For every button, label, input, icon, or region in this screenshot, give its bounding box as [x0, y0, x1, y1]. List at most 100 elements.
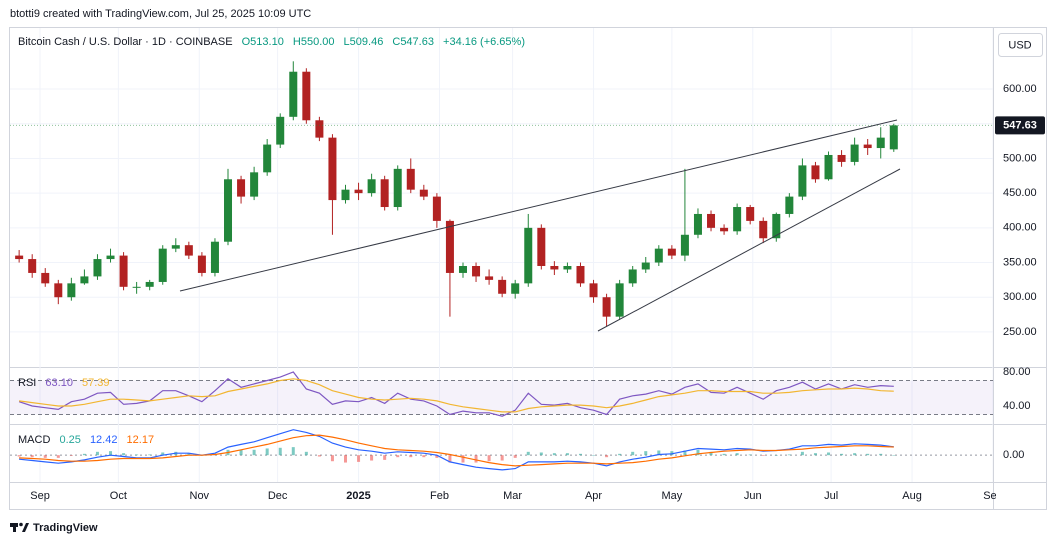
ohlc-label: C547.63: [392, 36, 434, 48]
histogram-bar: [148, 454, 152, 456]
histogram-bar: [722, 453, 726, 456]
histogram-bar: [291, 447, 295, 456]
histogram-bar: [787, 454, 791, 456]
candle-body: [419, 189, 428, 197]
histogram-bar: [278, 447, 282, 456]
currency[interactable]: USD: [1008, 39, 1031, 51]
candle-body: [550, 266, 559, 270]
time-axis: Sep Oct Nov Dec 2025 Feb Mar Apr May Jun Jul Aug Sep: [30, 490, 996, 502]
change-label: +34.16 (+6.65%): [443, 36, 525, 48]
candle-body: [850, 144, 859, 162]
histogram-bar: [539, 452, 543, 456]
candle-body: [132, 286, 141, 288]
candle-body: [119, 255, 128, 287]
candle-body: [145, 281, 154, 287]
logo-mark: [19, 522, 23, 527]
candle-body: [602, 297, 611, 317]
indicator-title: RSI: [18, 377, 36, 389]
candle-body: [863, 144, 872, 149]
histogram-bar: [800, 451, 804, 456]
histogram-bar: [774, 455, 778, 456]
logo-mark: [22, 523, 29, 532]
histogram-bar: [304, 451, 308, 456]
candle-body: [746, 207, 755, 221]
histogram-bar: [474, 455, 478, 463]
histogram-bar: [840, 453, 844, 456]
candle-body: [615, 283, 624, 317]
candle-body: [315, 120, 324, 138]
x-tick-label: Dec: [268, 490, 288, 502]
indicator-value: 57.39: [82, 377, 110, 389]
histogram-bar: [813, 453, 817, 456]
indicator-line: [19, 429, 894, 471]
candle-body: [707, 213, 716, 228]
histogram-bar: [879, 453, 883, 456]
candle-body: [197, 255, 206, 273]
candle-body: [276, 116, 285, 145]
histogram-bar: [605, 455, 609, 458]
candle-body: [811, 165, 820, 180]
histogram-bar: [448, 455, 452, 463]
candle-body: [106, 255, 115, 260]
y-tick-label: 0.00: [1003, 449, 1024, 461]
histogram-bar: [592, 455, 596, 456]
candle-body: [367, 179, 376, 194]
histogram-bar: [252, 449, 256, 456]
x-tick-label: Jul: [824, 490, 838, 502]
candle-body: [641, 262, 650, 270]
histogram-bar: [552, 453, 556, 456]
histogram-bar: [827, 452, 831, 456]
candle-body: [667, 248, 676, 256]
histogram-bar: [657, 450, 661, 456]
histogram-bar: [187, 453, 191, 456]
x-tick-label: Apr: [585, 490, 602, 502]
currency-button[interactable]: [998, 33, 1043, 57]
histogram-bar: [853, 453, 857, 456]
plot: [10, 61, 993, 471]
candle-body: [485, 276, 494, 280]
histogram-bar: [56, 455, 60, 458]
histogram-bar: [122, 453, 126, 456]
candle-body: [263, 144, 272, 173]
y-tick-label: 40.00: [1003, 400, 1031, 412]
candle-body: [537, 227, 546, 266]
x-tick-label: Feb: [430, 490, 449, 502]
x-tick-label: Sep: [30, 490, 50, 502]
histogram-bar: [565, 453, 569, 456]
histogram-bar: [670, 451, 674, 456]
candle-body: [785, 196, 794, 214]
candle-body: [80, 276, 89, 284]
trend-line: [179, 119, 898, 292]
histogram-bar: [644, 451, 648, 456]
candle-body: [41, 272, 50, 284]
frame: [9, 27, 1047, 510]
histogram-bar: [409, 455, 413, 458]
histogram-bar: [30, 455, 34, 458]
ohlc-label: H550.00: [293, 36, 335, 48]
y-tick-label: 600.00: [1003, 83, 1037, 95]
histogram-bar: [330, 455, 334, 462]
candle-body: [563, 266, 572, 270]
x-tick-label: Mar: [503, 490, 522, 502]
histogram-bar: [761, 455, 765, 456]
candle-body: [576, 266, 585, 284]
candle-body: [759, 220, 768, 239]
candle-body: [224, 179, 233, 242]
y-tick-label: 300.00: [1003, 291, 1037, 303]
histogram-bar: [631, 451, 635, 456]
candle-body: [680, 234, 689, 256]
candle-body: [184, 245, 193, 256]
histogram-bar: [709, 451, 713, 456]
candle-body: [524, 227, 533, 284]
candle-body: [876, 137, 885, 149]
candle-body: [93, 259, 102, 277]
candle-body: [472, 266, 481, 277]
histogram-bar: [357, 455, 361, 462]
ohlc-label: O513.10: [242, 36, 284, 48]
ohlc-label: L509.46: [344, 36, 384, 48]
histogram-bar: [526, 451, 530, 456]
indicator-value: 12.42: [90, 434, 118, 446]
indicator-line: [18, 371, 894, 417]
histogram-bar: [95, 451, 99, 456]
